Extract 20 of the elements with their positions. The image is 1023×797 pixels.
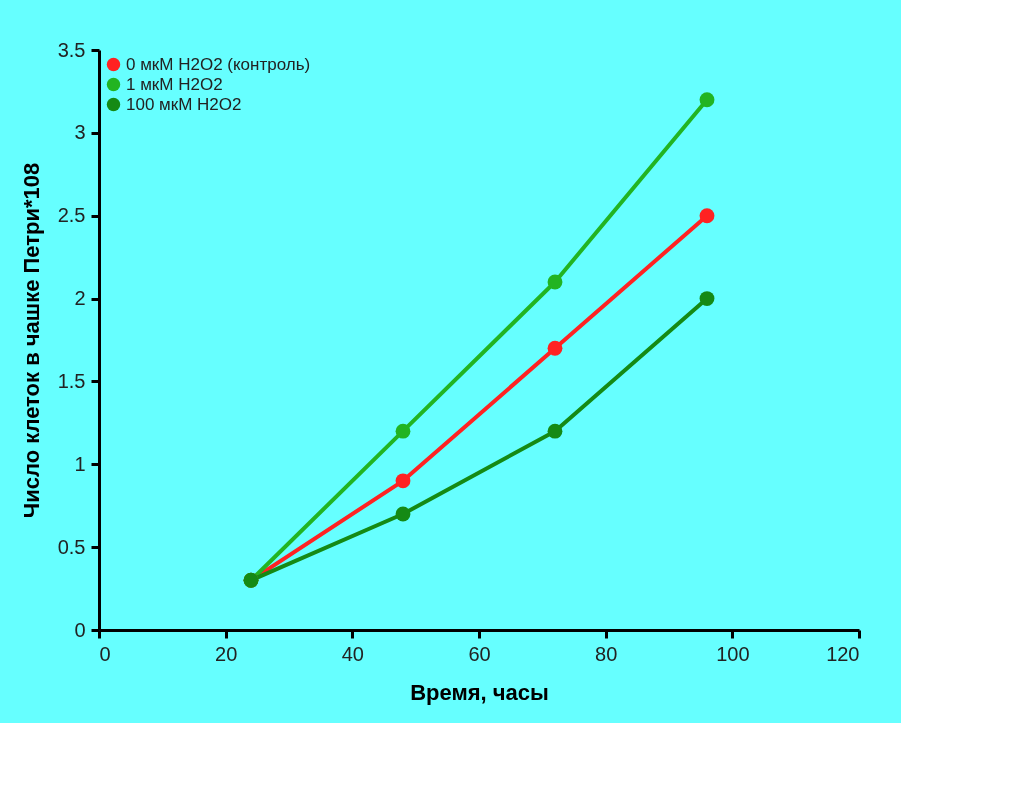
y-tick-label: 3.5 xyxy=(57,38,86,61)
y-axis-title: Число клеток в чашке Петри*108 xyxy=(18,162,44,519)
y-tick-label: 2 xyxy=(74,287,86,310)
x-tick-label: 0 xyxy=(99,642,111,665)
y-tick-label: 3 xyxy=(74,121,86,144)
y-tick-label: 0.5 xyxy=(57,535,86,558)
y-tick-label: 1 xyxy=(74,452,86,475)
x-tick-label: 80 xyxy=(595,642,618,665)
y-tick-label: 2.5 xyxy=(57,204,86,227)
legend-label: 0 мкМ H2O2 (контроль) xyxy=(126,54,311,74)
x-tick-label: 40 xyxy=(341,642,364,665)
x-tick-label: 60 xyxy=(468,642,491,665)
y-tick-label: 1.5 xyxy=(57,369,86,392)
x-tick-label: 120 xyxy=(826,642,860,665)
x-tick-label: 100 xyxy=(716,642,750,665)
x-axis-title: Время, часы xyxy=(410,679,549,705)
y-tick-label: 0 xyxy=(74,618,86,641)
legend-label: 1 мкМ H2O2 xyxy=(126,74,223,94)
legend-label: 100 мкМ H2O2 xyxy=(126,94,242,114)
x-tick-label: 20 xyxy=(215,642,238,665)
